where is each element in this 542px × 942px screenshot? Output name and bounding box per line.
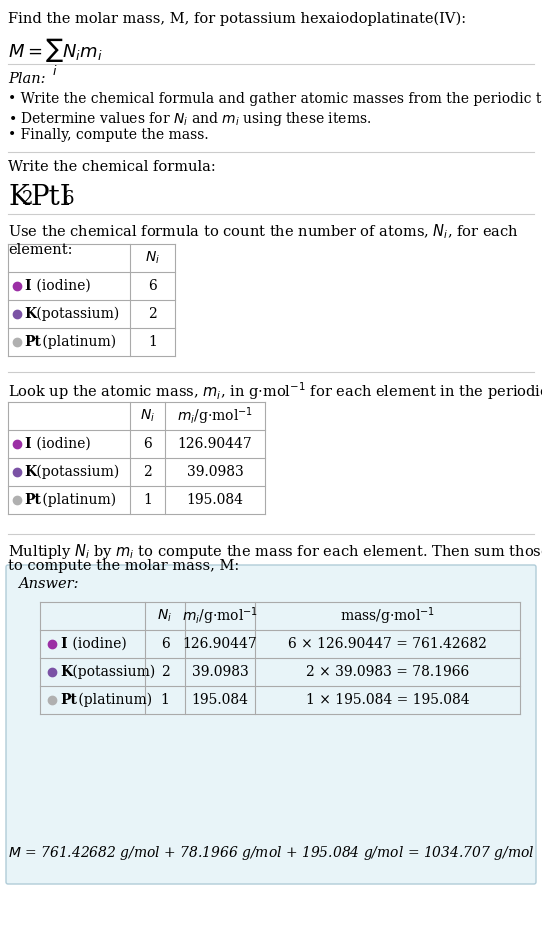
Text: Write the chemical formula:: Write the chemical formula:: [8, 160, 216, 174]
Text: $m_i$/g$\cdot$mol$^{-1}$: $m_i$/g$\cdot$mol$^{-1}$: [177, 405, 253, 427]
Text: 1 × 195.084 = 195.084: 1 × 195.084 = 195.084: [306, 693, 469, 707]
Text: 2: 2: [22, 190, 34, 208]
Text: 126.90447: 126.90447: [183, 637, 257, 651]
Text: Pt: Pt: [24, 493, 41, 507]
Text: 2: 2: [148, 307, 157, 321]
Text: 6: 6: [63, 190, 74, 208]
Text: Answer:: Answer:: [18, 577, 79, 591]
Text: 2: 2: [143, 465, 152, 479]
Text: • Determine values for $N_i$ and $m_i$ using these items.: • Determine values for $N_i$ and $m_i$ u…: [8, 110, 371, 128]
Text: (potassium): (potassium): [68, 665, 155, 679]
Text: K: K: [60, 665, 72, 679]
Text: 6: 6: [143, 437, 152, 451]
Text: Use the chemical formula to count the number of atoms, $N_i$, for each element:: Use the chemical formula to count the nu…: [8, 222, 519, 257]
Text: 1: 1: [160, 693, 170, 707]
Text: 6 × 126.90447 = 761.42682: 6 × 126.90447 = 761.42682: [288, 637, 487, 651]
Text: • Write the chemical formula and gather atomic masses from the periodic table.: • Write the chemical formula and gather …: [8, 92, 542, 106]
Text: I: I: [24, 437, 31, 451]
Text: (platinum): (platinum): [38, 493, 116, 507]
Text: (platinum): (platinum): [38, 334, 116, 349]
Text: (iodine): (iodine): [68, 637, 127, 651]
Text: 1: 1: [143, 493, 152, 507]
Text: K: K: [24, 465, 36, 479]
Text: $N_i$: $N_i$: [140, 408, 155, 424]
Text: 126.90447: 126.90447: [178, 437, 253, 451]
Text: (potassium): (potassium): [32, 307, 119, 321]
Text: 39.0983: 39.0983: [186, 465, 243, 479]
Text: (iodine): (iodine): [32, 437, 91, 451]
Text: I: I: [60, 637, 67, 651]
Text: Find the molar mass, M, for potassium hexaiodoplatinate(IV):: Find the molar mass, M, for potassium he…: [8, 12, 466, 26]
Text: 2 × 39.0983 = 78.1966: 2 × 39.0983 = 78.1966: [306, 665, 469, 679]
FancyBboxPatch shape: [6, 565, 536, 884]
Text: $N_i$: $N_i$: [158, 608, 172, 625]
Text: Pt: Pt: [60, 693, 77, 707]
Text: $m_i$/g$\cdot$mol$^{-1}$: $m_i$/g$\cdot$mol$^{-1}$: [182, 605, 258, 626]
Text: to compute the molar mass, M:: to compute the molar mass, M:: [8, 559, 239, 573]
Text: 39.0983: 39.0983: [192, 665, 248, 679]
Text: mass/g$\cdot$mol$^{-1}$: mass/g$\cdot$mol$^{-1}$: [340, 605, 435, 626]
Text: PtI: PtI: [30, 184, 70, 211]
Text: (potassium): (potassium): [32, 464, 119, 479]
Text: K: K: [8, 184, 29, 211]
Text: K: K: [24, 307, 36, 321]
Text: 195.084: 195.084: [186, 493, 243, 507]
Text: Look up the atomic mass, $m_i$, in g$\cdot$mol$^{-1}$ for each element in the pe: Look up the atomic mass, $m_i$, in g$\cd…: [8, 380, 542, 401]
Text: I: I: [24, 279, 31, 293]
Text: • Finally, compute the mass.: • Finally, compute the mass.: [8, 128, 209, 142]
Text: 1: 1: [148, 335, 157, 349]
Text: Pt: Pt: [24, 335, 41, 349]
Text: 6: 6: [160, 637, 169, 651]
Text: Multiply $N_i$ by $m_i$ to compute the mass for each element. Then sum those val: Multiply $N_i$ by $m_i$ to compute the m…: [8, 542, 542, 561]
Text: Plan:: Plan:: [8, 72, 46, 86]
Text: 195.084: 195.084: [191, 693, 248, 707]
Text: $N_i$: $N_i$: [145, 250, 160, 267]
Text: $M$ = 761.42682 g/mol + 78.1966 g/mol + 195.084 g/mol = 1034.707 g/mol: $M$ = 761.42682 g/mol + 78.1966 g/mol + …: [8, 844, 534, 862]
Text: $M = \sum_i N_i m_i$: $M = \sum_i N_i m_i$: [8, 37, 102, 78]
Text: 2: 2: [160, 665, 169, 679]
Text: (iodine): (iodine): [32, 279, 91, 293]
Text: (platinum): (platinum): [74, 692, 152, 707]
Text: 6: 6: [148, 279, 157, 293]
